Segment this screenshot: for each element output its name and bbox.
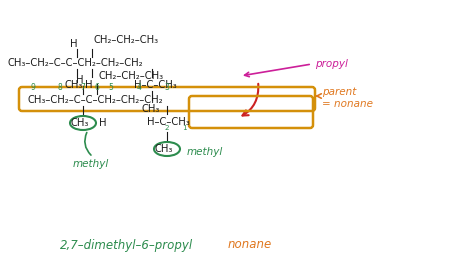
Text: 8: 8	[58, 83, 63, 93]
Text: parent
= nonane: parent = nonane	[322, 87, 373, 109]
Text: CH₂–CH₂–CH₃: CH₂–CH₂–CH₃	[99, 71, 164, 81]
Text: 5: 5	[109, 83, 113, 93]
Text: propyl: propyl	[315, 59, 348, 69]
Text: CH₃: CH₃	[155, 144, 173, 154]
Text: H–C–CH₃: H–C–CH₃	[147, 117, 190, 127]
Text: CH₃: CH₃	[71, 118, 89, 128]
Text: H: H	[85, 80, 93, 90]
Text: CH₃: CH₃	[65, 80, 83, 90]
Text: 7: 7	[81, 83, 85, 93]
Text: 2,7–dimethyl–6–propyl: 2,7–dimethyl–6–propyl	[60, 239, 193, 251]
Text: 4: 4	[137, 83, 141, 93]
Text: 1: 1	[182, 125, 186, 131]
Text: 2: 2	[164, 125, 169, 131]
Text: methyl: methyl	[73, 159, 109, 169]
FancyArrowPatch shape	[245, 64, 309, 77]
Text: CH₃–CH₂–C–C–CH₂–CH₂–CH₂: CH₃–CH₂–C–C–CH₂–CH₂–CH₂	[8, 58, 144, 68]
FancyArrowPatch shape	[243, 84, 258, 115]
Text: CH₃–CH₂–C–C–CH₂–CH₂–CH₂: CH₃–CH₂–C–C–CH₂–CH₂–CH₂	[28, 95, 164, 105]
Text: nonane: nonane	[228, 239, 272, 251]
Text: 6: 6	[94, 83, 100, 93]
Text: 3: 3	[164, 83, 169, 93]
Text: methyl: methyl	[187, 147, 223, 157]
Text: H: H	[99, 118, 107, 128]
Text: H: H	[70, 39, 78, 49]
Text: CH₃: CH₃	[142, 104, 160, 114]
Text: CH₂–CH₂–CH₃: CH₂–CH₂–CH₃	[94, 35, 159, 45]
Text: 9: 9	[30, 83, 36, 93]
FancyArrowPatch shape	[317, 94, 321, 98]
Text: H–C–CH₃: H–C–CH₃	[134, 80, 177, 90]
Text: H: H	[76, 75, 84, 85]
